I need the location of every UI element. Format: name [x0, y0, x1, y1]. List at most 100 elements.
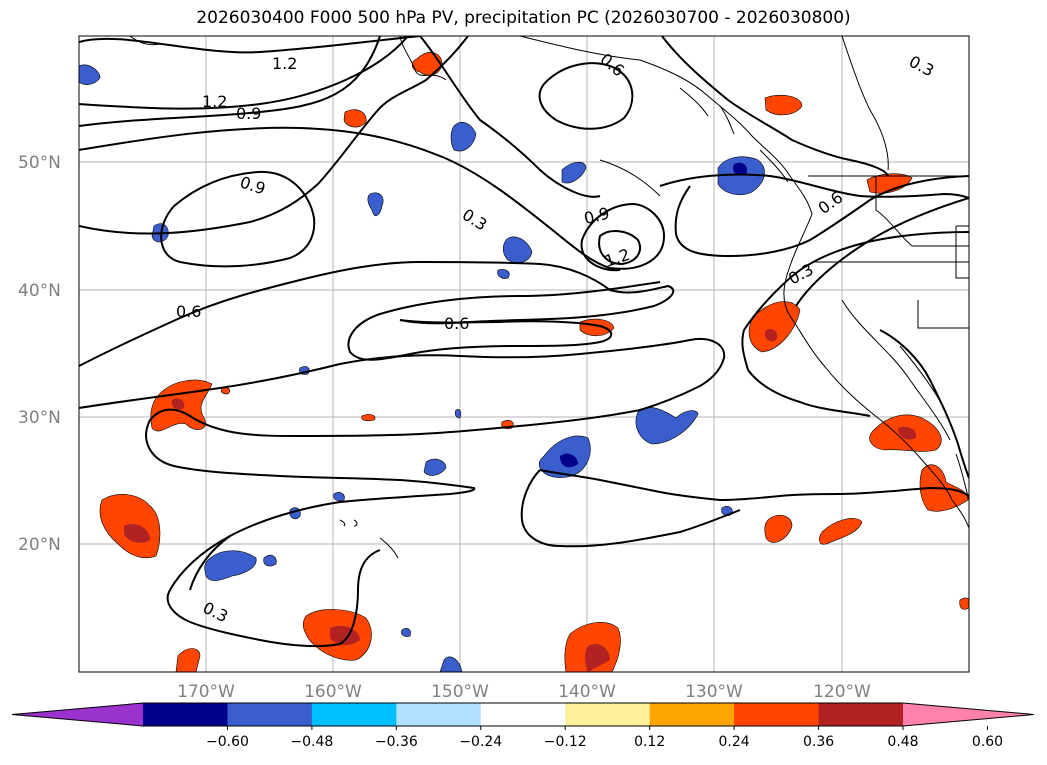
- lat-label: 20°N: [18, 535, 61, 555]
- precip-blob: [439, 656, 463, 672]
- pv-contour-0.6: [674, 175, 969, 258]
- precip-blob: [263, 554, 277, 567]
- precip-blob: [79, 64, 101, 85]
- colorbar-tick-label: −0.12: [544, 734, 587, 750]
- colorbar-tick-label: 0.48: [887, 734, 918, 750]
- pv-contour-0.3: [419, 36, 601, 198]
- longitude-labels: 170°W 160°W 150°W 140°W 130°W 120°W: [177, 682, 871, 702]
- colorbar-segment: [227, 703, 313, 726]
- pv-contour-1.2: [79, 36, 421, 54]
- precip-blob: [748, 301, 801, 353]
- lon-label: 160°W: [304, 682, 362, 702]
- lon-label: 130°W: [685, 682, 743, 702]
- graticule: [79, 36, 969, 672]
- colorbar-tick-label: 0.36: [803, 734, 834, 750]
- pv-contour-0.3: [741, 329, 749, 371]
- pv-contour-0.6: [79, 260, 675, 367]
- precip-negative-areas: [79, 64, 765, 672]
- precip-blob: [124, 523, 150, 543]
- precip-blob: [561, 161, 587, 184]
- lat-label: 30°N: [18, 408, 61, 428]
- precip-blob: [343, 109, 367, 128]
- colorbar-segment: [143, 703, 228, 726]
- lon-label: 140°W: [558, 682, 616, 702]
- colorbar-segment: [480, 703, 566, 726]
- lat-label: 50°N: [18, 153, 61, 173]
- colorbar-segment: [396, 703, 482, 726]
- pv-contour-0.6: [399, 319, 613, 355]
- precip-blob: [175, 648, 201, 672]
- precip-blob: [497, 269, 510, 279]
- colorbar-tick-label: 0.12: [634, 734, 665, 750]
- colorbar-segment: [734, 703, 820, 726]
- pv-contour-0.3: [145, 408, 476, 648]
- precip-blob: [764, 514, 793, 543]
- precip-blob: [560, 453, 578, 468]
- pv-contour-0.9: [160, 170, 316, 268]
- lon-label: 170°W: [177, 682, 235, 702]
- lon-label: 150°W: [431, 682, 489, 702]
- colorbar-tick-label: −0.24: [459, 734, 502, 750]
- colorbar-segment: [649, 703, 735, 726]
- colorbar-tick-label: 0.24: [719, 734, 750, 750]
- map-frame: [78, 35, 970, 673]
- precip-blob: [959, 597, 969, 610]
- precip-blob: [333, 492, 345, 502]
- precip-blob: [635, 407, 699, 445]
- pv-contour-1.2: [598, 230, 641, 266]
- precip-blob: [361, 414, 376, 422]
- colorbar-outline: [11, 702, 1035, 727]
- precip-blob: [502, 236, 533, 264]
- precip-blob: [764, 328, 778, 342]
- precip-blob: [401, 628, 411, 637]
- precip-blob: [423, 458, 447, 476]
- lon-label: 120°W: [813, 682, 871, 702]
- colorbar: −0.60 −0.48 −0.36 −0.24 −0.12 0.12 0.24 0.36 0.4…: [11, 702, 1035, 750]
- precip-blob: [330, 625, 360, 646]
- pv-contour-0.6: [79, 36, 469, 235]
- precip-blob: [454, 409, 462, 419]
- colorbar-tick-label: −0.36: [375, 734, 418, 750]
- pv-contour-0.3: [661, 36, 889, 177]
- precip-blob: [866, 173, 913, 194]
- contour-label: 0.9: [236, 104, 261, 123]
- contour-label: 1.2: [272, 54, 297, 73]
- pv-contour-0.3: [189, 535, 231, 591]
- precip-blob: [171, 398, 185, 410]
- colorbar-segment: [311, 703, 397, 726]
- precip-blob: [898, 426, 917, 440]
- colorbar-segment: [565, 703, 651, 726]
- contour-label: 1.2: [202, 92, 227, 111]
- pv-contour-0.3: [79, 338, 726, 435]
- pv-contours: [79, 36, 969, 648]
- precip-blob: [204, 550, 257, 581]
- pv-contour-0.9: [79, 126, 666, 272]
- colorbar-tick-label: 0.60: [972, 734, 1003, 750]
- pv-contour-0.3: [659, 173, 969, 199]
- pv-contour-0.6: [538, 62, 634, 130]
- precip-blob: [717, 156, 765, 196]
- pv-contour-0.3: [743, 231, 969, 331]
- colorbar-tick-label: −0.48: [290, 734, 333, 750]
- pv-contour-0.3: [747, 369, 871, 417]
- lat-label: 40°N: [18, 281, 61, 301]
- pv-contour-0.6: [795, 197, 969, 307]
- pv-contour-0.3: [879, 329, 969, 479]
- colorbar-extend-min: [12, 703, 143, 726]
- colorbar-tick-label: −0.60: [206, 734, 249, 750]
- precip-blob: [764, 94, 803, 116]
- pv-contour-0.3: [539, 469, 969, 502]
- pv-contour-0.6: [347, 281, 661, 361]
- precip-blob: [450, 122, 477, 152]
- precip-blob: [733, 162, 748, 176]
- precip-blob: [585, 643, 610, 672]
- colorbar-extend-max: [903, 703, 1034, 726]
- pv-contour-0.9: [79, 36, 381, 127]
- pv-contour-0.3: [520, 469, 741, 548]
- map-title: 2026030400 F000 500 hPa PV, precipitatio…: [196, 8, 851, 28]
- contour-label: 0.6: [176, 302, 201, 321]
- precip-blob: [367, 192, 384, 217]
- colorbar-segment: [818, 703, 904, 726]
- contour-label: 0.6: [444, 314, 469, 333]
